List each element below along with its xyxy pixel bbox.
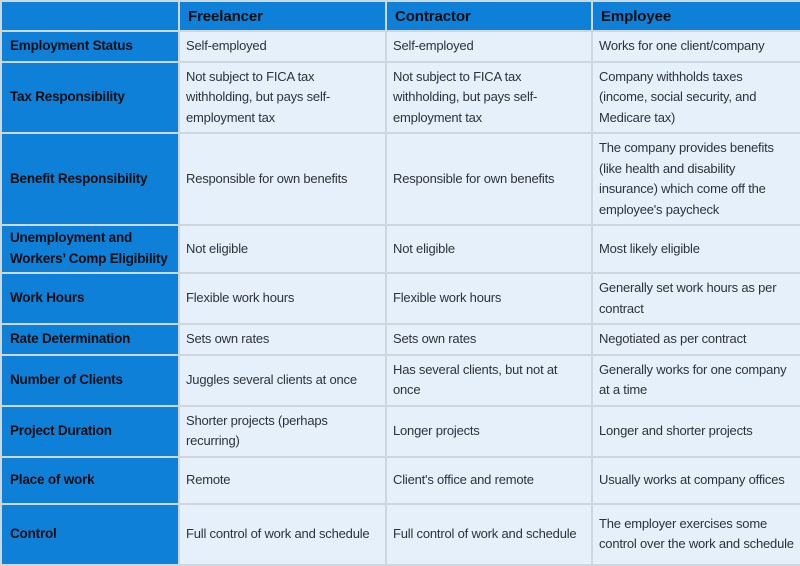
row-label: Tax Responsibility <box>0 60 180 135</box>
table-cell: Sets own rates <box>178 323 387 356</box>
column-header-contractor: Contractor <box>385 0 593 32</box>
row-label: Rate Determination <box>0 323 180 356</box>
row-label: Place of work <box>0 455 180 505</box>
table-cell: Not eligible <box>385 224 593 275</box>
table-row: Unemployment and Workers’ Comp Eligibili… <box>0 224 800 275</box>
table-row: Work Hours Flexible work hours Flexible … <box>0 272 800 326</box>
table-cell: Not subject to FICA tax withholding, but… <box>178 60 387 135</box>
table-cell: Longer and shorter projects <box>591 404 800 458</box>
table-cell: Company withholds taxes (income, social … <box>591 60 800 135</box>
table-cell: Most likely eligible <box>591 224 800 275</box>
table-row: Project Duration Shorter projects (perha… <box>0 404 800 458</box>
table-cell: Self-employed <box>178 30 387 63</box>
table-cell: Client's office and remote <box>385 455 593 505</box>
header-row: Freelancer Contractor Employee <box>0 0 800 32</box>
table-cell: Flexible work hours <box>385 272 593 326</box>
table-cell: The company provides benefits (like heal… <box>591 132 800 227</box>
table-cell: Responsible for own benefits <box>178 132 387 227</box>
table-cell: The employer exercises some control over… <box>591 502 800 566</box>
table-cell: Sets own rates <box>385 323 593 356</box>
table-row: Benefit Responsibility Responsible for o… <box>0 132 800 227</box>
table-row: Employment Status Self-employed Self-emp… <box>0 30 800 63</box>
table-cell: Usually works at company offices <box>591 455 800 505</box>
row-label: Work Hours <box>0 272 180 326</box>
row-label: Employment Status <box>0 30 180 63</box>
corner-cell <box>0 0 180 32</box>
table-cell: Has several clients, but not at once <box>385 353 593 407</box>
table-cell: Remote <box>178 455 387 505</box>
row-label: Unemployment and Workers’ Comp Eligibili… <box>0 224 180 275</box>
column-header-employee: Employee <box>591 0 800 32</box>
row-label: Project Duration <box>0 404 180 458</box>
table-cell: Not eligible <box>178 224 387 275</box>
table-cell: Longer projects <box>385 404 593 458</box>
table-cell: Generally set work hours as per contract <box>591 272 800 326</box>
table-cell: Generally works for one company at a tim… <box>591 353 800 407</box>
table-row: Rate Determination Sets own rates Sets o… <box>0 323 800 356</box>
table-cell: Self-employed <box>385 30 593 63</box>
table-cell: Not subject to FICA tax withholding, but… <box>385 60 593 135</box>
table-cell: Flexible work hours <box>178 272 387 326</box>
table-row: Control Full control of work and schedul… <box>0 502 800 566</box>
row-label: Control <box>0 502 180 566</box>
column-header-freelancer: Freelancer <box>178 0 387 32</box>
table-row: Number of Clients Juggles several client… <box>0 353 800 407</box>
table-cell: Full control of work and schedule <box>178 502 387 566</box>
row-label: Benefit Responsibility <box>0 132 180 227</box>
table-cell: Full control of work and schedule <box>385 502 593 566</box>
table-cell: Shorter projects (perhaps recurring) <box>178 404 387 458</box>
table-cell: Negotiated as per contract <box>591 323 800 356</box>
table-cell: Responsible for own benefits <box>385 132 593 227</box>
table-row: Place of work Remote Client's office and… <box>0 455 800 505</box>
row-label: Number of Clients <box>0 353 180 407</box>
table-cell: Juggles several clients at once <box>178 353 387 407</box>
table-row: Tax Responsibility Not subject to FICA t… <box>0 60 800 135</box>
table-cell: Works for one client/company <box>591 30 800 63</box>
